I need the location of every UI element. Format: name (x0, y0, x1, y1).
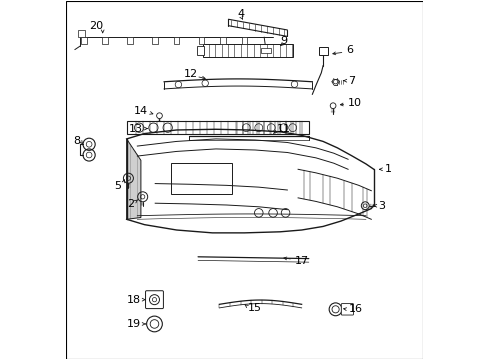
Text: 2: 2 (126, 199, 134, 209)
FancyBboxPatch shape (171, 163, 231, 194)
FancyBboxPatch shape (127, 37, 133, 44)
Text: 19: 19 (126, 319, 141, 329)
Text: 11: 11 (276, 124, 290, 134)
FancyBboxPatch shape (220, 37, 225, 44)
FancyBboxPatch shape (203, 44, 292, 57)
Text: 8: 8 (73, 136, 80, 146)
Text: 4: 4 (237, 9, 244, 19)
Text: 1: 1 (384, 164, 391, 174)
FancyBboxPatch shape (78, 30, 84, 37)
FancyBboxPatch shape (341, 303, 353, 315)
FancyBboxPatch shape (241, 37, 247, 44)
FancyBboxPatch shape (173, 37, 179, 44)
Text: 10: 10 (347, 98, 361, 108)
FancyBboxPatch shape (197, 46, 203, 55)
Text: 7: 7 (347, 76, 354, 86)
FancyBboxPatch shape (198, 37, 204, 44)
Text: 12: 12 (183, 68, 198, 78)
FancyBboxPatch shape (145, 291, 163, 309)
Text: 9: 9 (280, 36, 287, 46)
FancyBboxPatch shape (81, 37, 86, 44)
Text: 14: 14 (134, 106, 148, 116)
Text: 16: 16 (348, 304, 363, 314)
FancyBboxPatch shape (102, 37, 108, 44)
Text: 5: 5 (114, 181, 121, 191)
Text: 18: 18 (126, 295, 141, 305)
Text: 3: 3 (378, 201, 385, 211)
Text: 13: 13 (128, 123, 142, 134)
Text: 20: 20 (89, 21, 103, 31)
Text: 6: 6 (346, 45, 353, 55)
Text: 17: 17 (294, 256, 308, 266)
Text: 15: 15 (247, 303, 262, 313)
FancyBboxPatch shape (318, 47, 327, 55)
FancyBboxPatch shape (126, 121, 308, 134)
FancyBboxPatch shape (260, 48, 270, 53)
FancyBboxPatch shape (152, 37, 158, 44)
